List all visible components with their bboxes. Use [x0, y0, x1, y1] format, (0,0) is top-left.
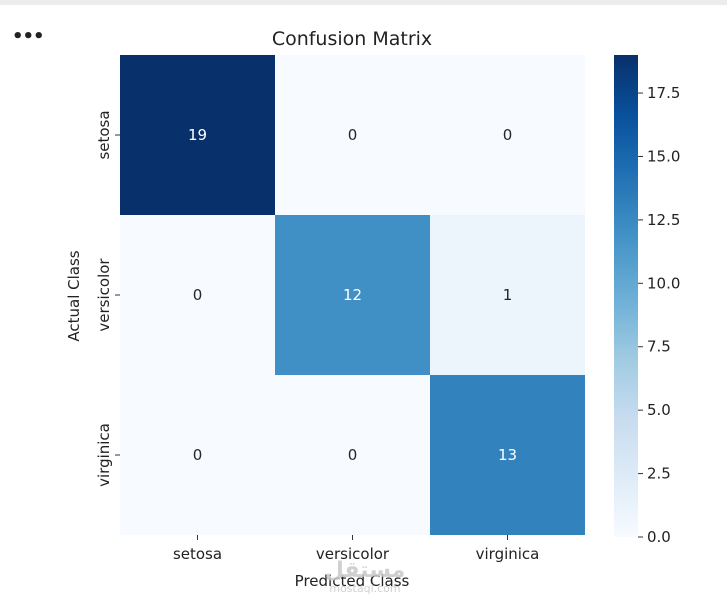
colorbar-tick-label: 7.5: [647, 338, 671, 356]
cell-value-label: 0: [348, 446, 358, 464]
heatmap-cell-virginica-versicolor: [275, 375, 430, 535]
cell-value-label: 12: [343, 286, 362, 304]
cell-value-label: 0: [348, 126, 358, 144]
heatmap-cell-virginica-virginica: [430, 375, 585, 535]
cell-value-label: 13: [498, 446, 517, 464]
x-axis-label: Predicted Class: [295, 572, 410, 590]
more-options-icon[interactable]: •••: [12, 26, 45, 47]
colorbar-tick-label: 10.0: [647, 274, 680, 292]
y-tick-label: virginica: [95, 423, 113, 487]
heatmap-cell-versicolor-versicolor: [275, 215, 430, 375]
top-separator: [0, 0, 727, 5]
x-tick-label: versicolor: [316, 545, 390, 563]
cell-value-label: 1: [503, 286, 513, 304]
colorbar-tick-label: 15.0: [647, 147, 680, 165]
x-tick-label: setosa: [173, 545, 222, 563]
colorbar-tick-label: 2.5: [647, 465, 671, 483]
heatmap-cell-setosa-virginica: [430, 55, 585, 215]
cell-value-label: 19: [188, 126, 207, 144]
heatmap-cell-virginica-setosa: [120, 375, 275, 535]
colorbar-tick-label: 5.0: [647, 401, 671, 419]
x-tick-label: virginica: [476, 545, 540, 563]
cell-value-label: 0: [503, 126, 513, 144]
cell-value-label: 0: [193, 286, 203, 304]
heatmap-cell-setosa-setosa: [120, 55, 275, 215]
y-tick-label: setosa: [95, 110, 113, 159]
y-tick-label: versicolor: [95, 258, 113, 332]
colorbar-tick-label: 12.5: [647, 211, 680, 229]
colorbar-tick-label: 17.5: [647, 84, 680, 102]
y-axis-label: Actual Class: [65, 250, 83, 341]
heatmap-cell-versicolor-setosa: [120, 215, 275, 375]
heatmap-cell-versicolor-virginica: [430, 215, 585, 375]
colorbar-tick-label: 0.0: [647, 528, 671, 546]
chart-title: Confusion Matrix: [272, 28, 432, 50]
heatmap-cell-setosa-versicolor: [275, 55, 430, 215]
cell-value-label: 0: [193, 446, 203, 464]
colorbar: [614, 55, 638, 537]
